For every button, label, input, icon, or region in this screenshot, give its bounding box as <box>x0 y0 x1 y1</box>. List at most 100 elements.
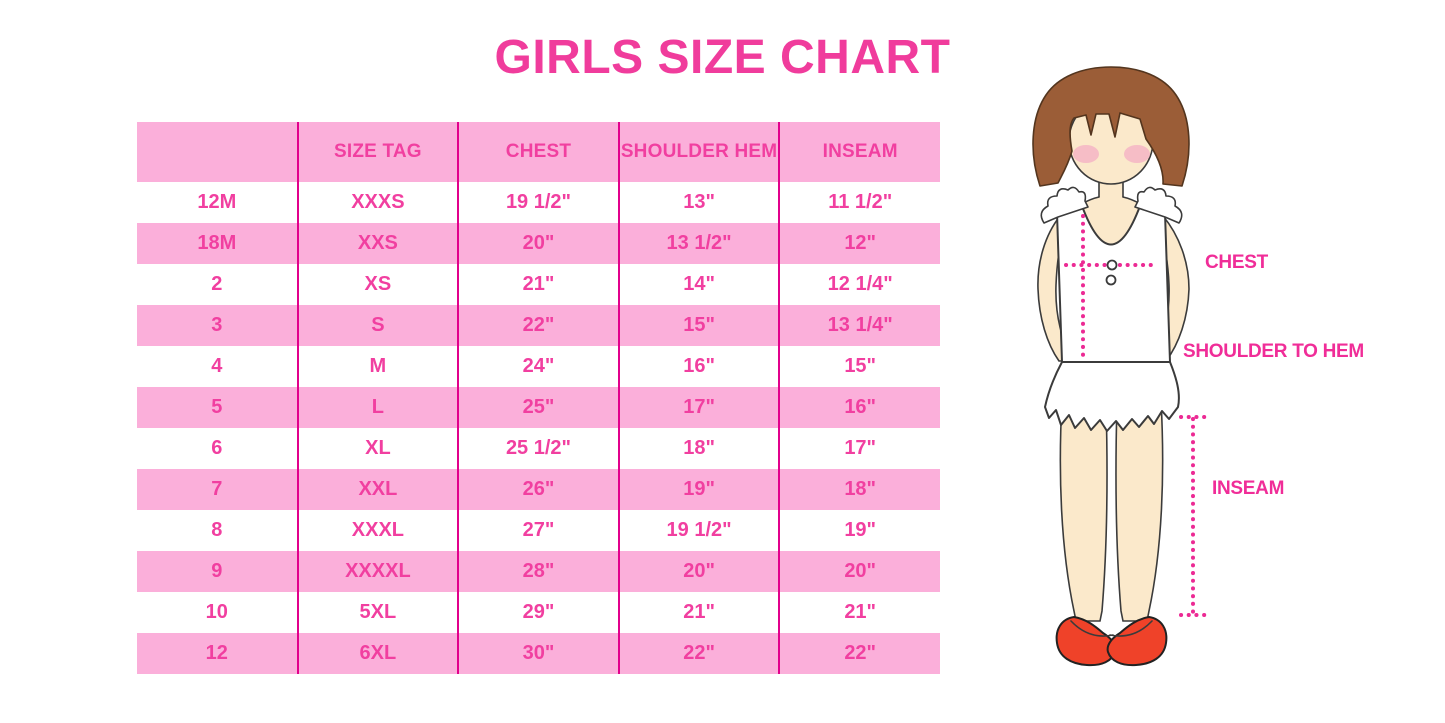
table-cell: 13" <box>617 182 780 223</box>
table-row: 10 5XL 29" 21" 21" <box>137 592 940 633</box>
table-cell: 18" <box>617 428 780 469</box>
table-cell: 12 1/4" <box>778 264 940 305</box>
right-shoulder-ruffle <box>1134 186 1183 224</box>
table-cell: 9 <box>137 551 298 592</box>
table-row: 5 L 25" 17" 16" <box>137 387 940 428</box>
header-cell-inseam: INSEAM <box>778 122 940 182</box>
table-cell: 20" <box>457 223 619 264</box>
table-cell: XXXL <box>296 510 459 551</box>
table-row: 12M XXXS 19 1/2" 13" 11 1/2" <box>137 182 940 223</box>
peplum-skirt <box>1044 361 1180 432</box>
table-cell: XXS <box>296 223 459 264</box>
table-cell: 12 <box>137 633 298 674</box>
size-chart-table: SIZE TAG CHEST SHOULDER HEM INSEAM 12M XX… <box>137 122 940 674</box>
table-cell: 13 1/2" <box>617 223 780 264</box>
table-cell: 19 1/2" <box>617 510 780 551</box>
table-cell: 18M <box>137 223 298 264</box>
table-cell: 14" <box>617 264 780 305</box>
right-leg <box>1115 399 1164 622</box>
table-cell: 28" <box>457 551 619 592</box>
table-cell: 30" <box>457 633 619 674</box>
table-cell: 22" <box>778 633 940 674</box>
left-shoe-strap <box>1070 620 1114 637</box>
table-cell: 20" <box>778 551 940 592</box>
left-cheek-blush <box>1073 145 1099 163</box>
hair <box>1032 66 1190 187</box>
table-row: 2 XS 21" 14" 12 1/4" <box>137 264 940 305</box>
table-row: 8 XXXL 27" 19 1/2" 19" <box>137 510 940 551</box>
table-cell: 19" <box>778 510 940 551</box>
table-cell: 12M <box>137 182 298 223</box>
table-cell: 10 <box>137 592 298 633</box>
header-cell-size-tag: SIZE TAG <box>296 122 459 182</box>
table-row: 3 S 22" 15" 13 1/4" <box>137 305 940 346</box>
table-row: 12 6XL 30" 22" 22" <box>137 633 940 674</box>
table-cell: XXL <box>296 469 459 510</box>
table-cell: 21" <box>457 264 619 305</box>
table-cell: 18" <box>778 469 940 510</box>
top-button-1 <box>1106 259 1118 271</box>
table-cell: 7 <box>137 469 298 510</box>
table-cell: XL <box>296 428 459 469</box>
table-cell: M <box>296 346 459 387</box>
table-cell: 16" <box>617 346 780 387</box>
table-row: 6 XL 25 1/2" 18" 17" <box>137 428 940 469</box>
header-row: SIZE TAG CHEST SHOULDER HEM INSEAM <box>137 122 940 182</box>
header-cell-shoulder-hem: SHOULDER HEM <box>617 122 780 182</box>
table-row: 9 XXXXL 28" 20" 20" <box>137 551 940 592</box>
table-header: SIZE TAG CHEST SHOULDER HEM INSEAM <box>137 122 940 182</box>
table-cell: 12" <box>778 223 940 264</box>
table-cell: 16" <box>778 387 940 428</box>
table-cell: 25" <box>457 387 619 428</box>
table-cell: 15" <box>617 305 780 346</box>
table-row: 18M XXS 20" 13 1/2" 12" <box>137 223 940 264</box>
table-cell: 2 <box>137 264 298 305</box>
right-cheek-blush <box>1124 145 1150 163</box>
table-cell: 15" <box>778 346 940 387</box>
table-cell: 5XL <box>296 592 459 633</box>
header-cell-chest: CHEST <box>457 122 619 182</box>
table-cell: 22" <box>617 633 780 674</box>
left-shoulder-ruffle <box>1040 186 1089 224</box>
shoulder-to-hem-label: SHOULDER TO HEM <box>1183 341 1364 362</box>
table-cell: 20" <box>617 551 780 592</box>
table-cell: S <box>296 305 459 346</box>
right-shoe <box>1106 616 1168 667</box>
table-cell: 24" <box>457 346 619 387</box>
table-cell: XS <box>296 264 459 305</box>
table-cell: 22" <box>457 305 619 346</box>
table-cell: XXXS <box>296 182 459 223</box>
table-cell: 19" <box>617 469 780 510</box>
table-cell: 13 1/4" <box>778 305 940 346</box>
table-cell: 29" <box>457 592 619 633</box>
page-title: GIRLS SIZE CHART <box>494 31 951 84</box>
size-table-body: 12M XXXS 19 1/2" 13" 11 1/2" 18M XXS 20" 13 1/2"… <box>137 182 940 674</box>
table-cell: 25 1/2" <box>457 428 619 469</box>
table-row: 7 XXL 26" 19" 18" <box>137 469 940 510</box>
table-cell: 21" <box>617 592 780 633</box>
right-shoe-strap <box>1109 620 1153 637</box>
table-cell: 19 1/2" <box>457 182 619 223</box>
table-cell: 11 1/2" <box>778 182 940 223</box>
left-shoe <box>1055 616 1117 667</box>
table-cell: 26" <box>457 469 619 510</box>
table-cell: 3 <box>137 305 298 346</box>
table-cell: L <box>296 387 459 428</box>
table-cell: 5 <box>137 387 298 428</box>
girl-measurement-figure <box>1032 66 1207 667</box>
header-cell-blank <box>137 122 298 182</box>
table-cell: XXXXL <box>296 551 459 592</box>
table-cell: 6XL <box>296 633 459 674</box>
table-cell: 17" <box>778 428 940 469</box>
table-cell: 21" <box>778 592 940 633</box>
table-cell: 6 <box>137 428 298 469</box>
left-leg <box>1059 399 1108 622</box>
table-row: 4 M 24" 16" 15" <box>137 346 940 387</box>
table-cell: 17" <box>617 387 780 428</box>
table-cell: 8 <box>137 510 298 551</box>
top-button-2 <box>1105 274 1117 286</box>
table-cell: 27" <box>457 510 619 551</box>
table-cell: 4 <box>137 346 298 387</box>
inseam-label: INSEAM <box>1212 478 1285 499</box>
